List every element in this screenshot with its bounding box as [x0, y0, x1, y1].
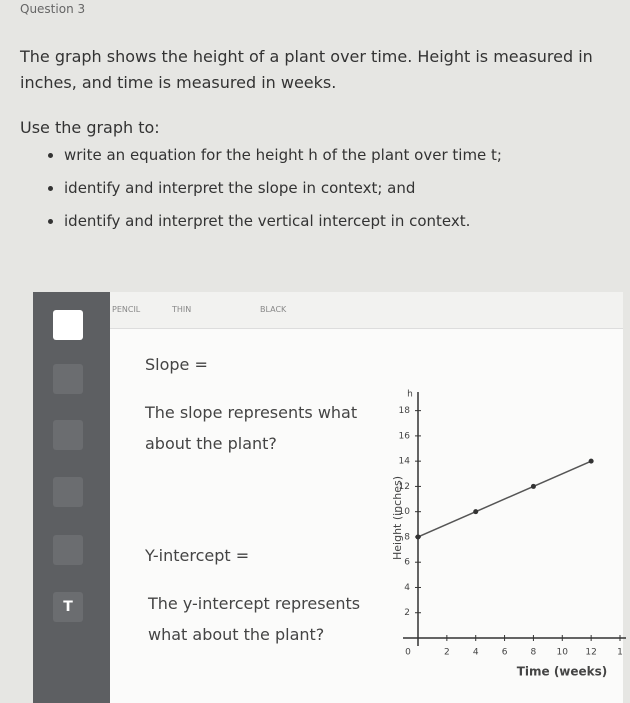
data-point	[530, 483, 536, 489]
data-line	[417, 460, 592, 538]
y-tick-label: 14	[399, 457, 411, 467]
y-tick-label: 4	[404, 583, 410, 593]
intro-text: The graph shows the height of a plant ov…	[20, 47, 593, 92]
width-select[interactable]: THIN	[172, 305, 192, 314]
y-tick-label: 16	[399, 431, 411, 441]
lasso-icon[interactable]	[53, 364, 83, 394]
prompt-text: Use the graph to:	[20, 118, 160, 137]
x-tick-label: 6	[502, 648, 508, 658]
task: identify and interpret the slope in cont…	[64, 179, 624, 197]
x-tick-label: 10	[557, 648, 569, 658]
y-tick-label: 6	[404, 558, 410, 568]
intercept-question: The y-intercept represents what about th…	[148, 594, 361, 644]
y-tick-label: 12	[399, 482, 410, 492]
y-var: h	[407, 390, 413, 400]
y-tick-label: 10	[399, 507, 411, 517]
text-tool[interactable]: T	[53, 592, 83, 622]
task-list: write an equation for the height h of th…	[20, 146, 624, 245]
x-label: Time (weeks)	[517, 665, 608, 679]
x-tick-label: 1	[617, 648, 623, 658]
tool-select[interactable]: PENCIL	[112, 305, 141, 314]
task: write an equation for the height h of th…	[64, 146, 624, 164]
y-tick-label: 18	[399, 406, 411, 416]
intercept-label: Y-intercept =	[145, 546, 250, 565]
x-tick-label: 2	[444, 648, 450, 658]
toolbar: PENCIL THIN BLACK	[110, 292, 623, 329]
sidebar: T	[33, 292, 110, 703]
slope-question: The slope represents what about the plan…	[145, 403, 358, 453]
data-point	[473, 509, 479, 515]
data-point	[415, 534, 421, 540]
y-label: Height (inches)	[391, 476, 404, 560]
pencil-icon[interactable]	[53, 310, 83, 340]
x-tick-label: 0	[405, 648, 411, 658]
color-select[interactable]: BLACK	[260, 305, 287, 314]
y-tick-label: 2	[404, 608, 410, 618]
x-tick-label: 12	[585, 648, 596, 658]
data-point	[588, 458, 594, 464]
x-tick-label: 4	[473, 648, 479, 658]
eraser-icon[interactable]	[53, 477, 83, 507]
question-heading: Question 3	[20, 2, 86, 16]
y-tick-label: 8	[404, 532, 410, 542]
task: identify and interpret the vertical inte…	[64, 212, 624, 230]
answer-panel	[33, 292, 623, 703]
line-icon[interactable]	[53, 420, 83, 450]
x-tick-label: 8	[531, 648, 537, 658]
move-icon[interactable]	[53, 535, 83, 565]
slope-label: Slope =	[145, 355, 208, 374]
